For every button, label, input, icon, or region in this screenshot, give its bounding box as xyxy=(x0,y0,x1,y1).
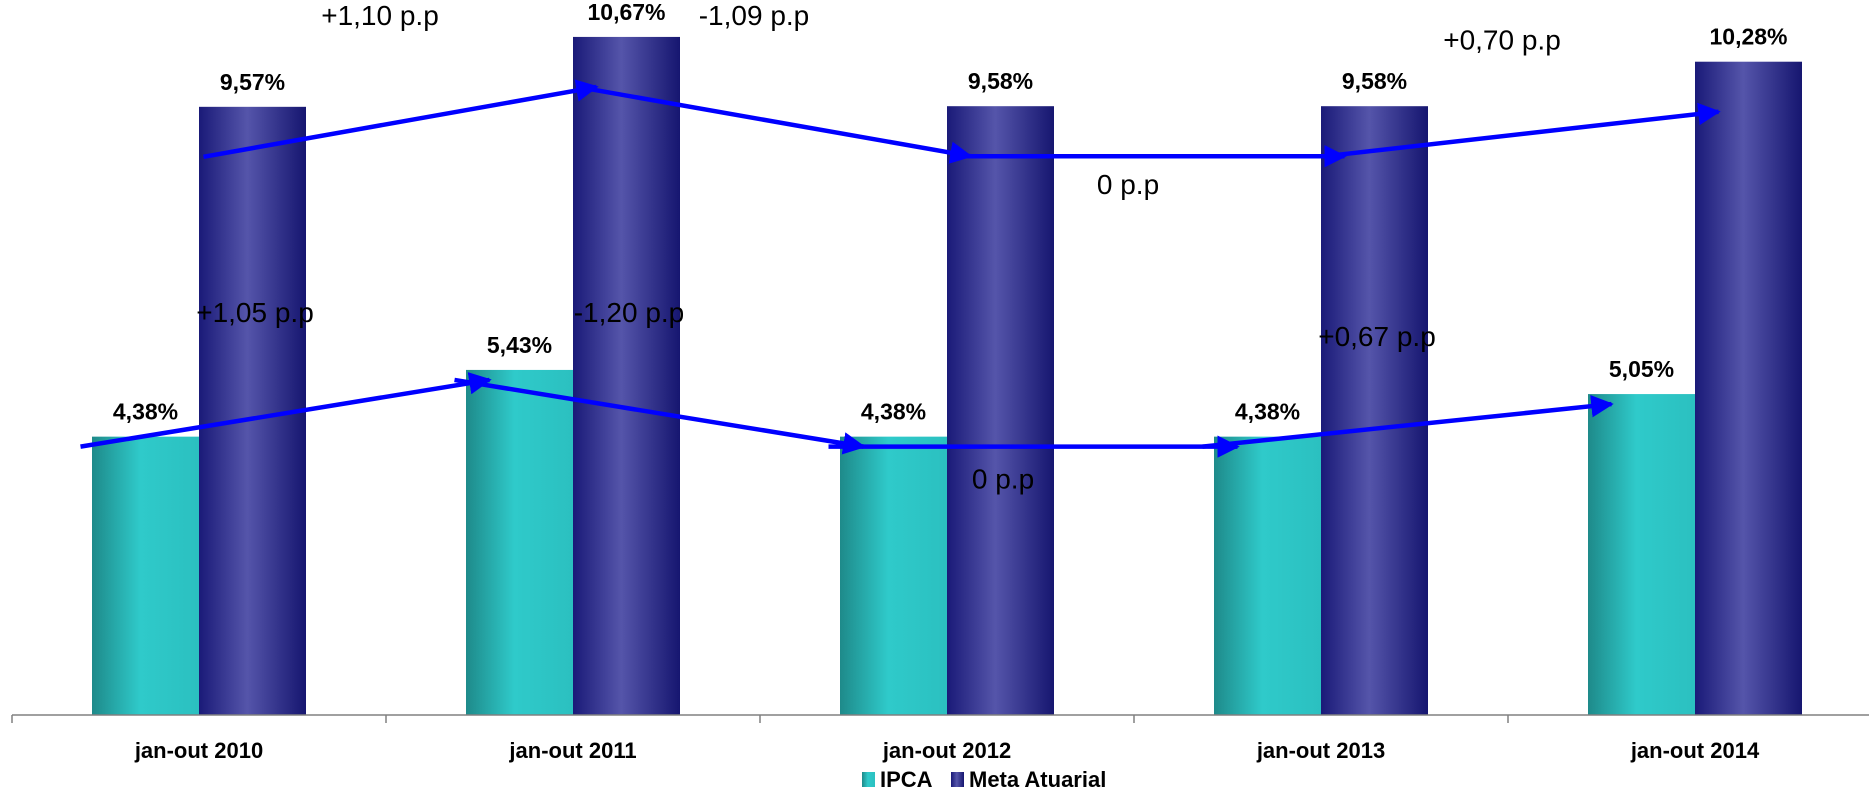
value-label-meta-atuarial-1: 10,67% xyxy=(587,0,665,25)
change-label-meta-atuarial-1: -1,09 p.p xyxy=(699,0,810,31)
bar-ipca-3 xyxy=(1214,436,1321,715)
value-label-ipca-1: 5,43% xyxy=(487,332,552,358)
bar-ipca-2 xyxy=(840,436,947,715)
value-label-meta-atuarial-4: 10,28% xyxy=(1709,24,1787,50)
change-label-ipca-2: 0 p.p xyxy=(972,464,1034,495)
change-label-ipca-3: +0,67 p.p xyxy=(1318,321,1436,352)
bar-ipca-1 xyxy=(466,369,573,715)
bar-meta-atuarial-2 xyxy=(947,106,1054,716)
change-arrow-ipca-0 xyxy=(80,372,492,449)
change-arrow-meta-atuarial-3 xyxy=(1325,102,1721,159)
x-tick-label-4: jan-out 2014 xyxy=(1630,738,1760,763)
value-label-meta-atuarial-0: 9,57% xyxy=(220,69,285,95)
change-label-meta-atuarial-0: +1,10 p.p xyxy=(321,0,439,31)
change-label-meta-atuarial-2: 0 p.p xyxy=(1097,169,1159,200)
legend-label-ipca: IPCA xyxy=(880,767,933,792)
change-label-ipca-0: +1,05 p.p xyxy=(196,297,314,328)
change-labels-group: +1,05 p.p -1,20 p.p 0 p.p +0,67 p.p +1,10 p.… xyxy=(196,0,1561,495)
legend-label-meta-atuarial: Meta Atuarial xyxy=(969,767,1106,792)
x-tick-label-1: jan-out 2011 xyxy=(508,738,636,763)
value-label-ipca-0: 4,38% xyxy=(113,399,178,425)
legend: IPCA Meta Atuarial xyxy=(862,767,1106,792)
change-label-meta-atuarial-3: +0,70 p.p xyxy=(1443,25,1561,56)
value-label-meta-atuarial-3: 9,58% xyxy=(1342,68,1407,94)
change-arrow-meta-atuarial-1 xyxy=(577,84,973,164)
bar-ipca-0 xyxy=(92,436,199,715)
change-arrow-ipca-3 xyxy=(1202,394,1614,449)
legend-swatch-ipca xyxy=(862,772,875,787)
legend-swatch-meta-atuarial xyxy=(951,772,964,787)
change-arrows-group xyxy=(80,79,1721,458)
value-label-meta-atuarial-2: 9,58% xyxy=(968,68,1033,94)
x-axis: jan-out 2010 jan-out 2011 jan-out 2012 jan-… xyxy=(11,714,1869,763)
bars-group xyxy=(92,36,1802,716)
change-arrow-ipca-1 xyxy=(454,377,866,455)
value-labels-group: 4,38% 5,43% 4,38% 4,38% 5,05% 9,57% 10,67% 9,58… xyxy=(113,0,1788,425)
value-label-ipca-4: 5,05% xyxy=(1609,356,1674,382)
value-label-ipca-3: 4,38% xyxy=(1235,399,1300,425)
change-arrow-meta-atuarial-0 xyxy=(203,79,599,160)
x-tick-label-0: jan-out 2010 xyxy=(134,738,263,763)
bar-meta-atuarial-3 xyxy=(1321,106,1428,716)
x-tick-label-2: jan-out 2012 xyxy=(882,738,1011,763)
x-tick-label-3: jan-out 2013 xyxy=(1256,738,1385,763)
change-label-ipca-1: -1,20 p.p xyxy=(574,297,685,328)
bar-meta-atuarial-4 xyxy=(1695,61,1802,716)
bar-meta-atuarial-1 xyxy=(573,36,680,715)
value-label-ipca-2: 4,38% xyxy=(861,399,926,425)
bar-ipca-4 xyxy=(1588,394,1695,715)
